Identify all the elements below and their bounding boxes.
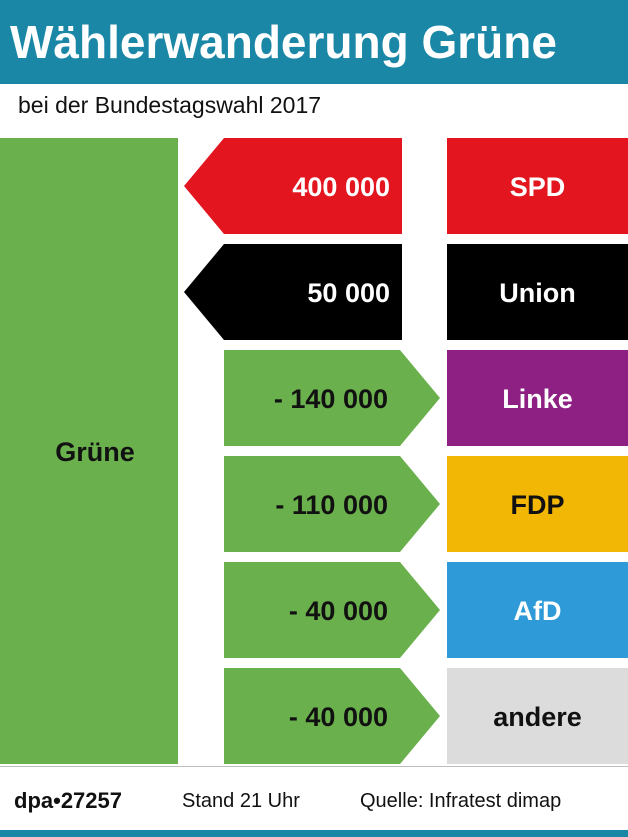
flow-value-fdp: - 110 000 (275, 490, 388, 520)
flow-value-spd: 400 000 (292, 172, 390, 202)
page-title: Wählerwanderung Grüne (10, 16, 557, 68)
flow-value-linke: - 140 000 (274, 384, 388, 414)
footer-divider (0, 766, 628, 767)
flow-arrow-spd (184, 138, 402, 234)
party-label-andere: andere (493, 702, 582, 732)
party-box-fdp (447, 456, 628, 552)
party-box-spd (447, 138, 628, 234)
party-label-afd: AfD (514, 596, 562, 626)
party-label-fdp: FDP (511, 490, 565, 520)
flow-value-andere: - 40 000 (289, 702, 388, 732)
agency-credit: dpa•27257 (14, 788, 122, 813)
page-subtitle: bei der Bundestagswahl 2017 (18, 92, 322, 118)
timestamp-note: Stand 21 Uhr (182, 790, 300, 812)
party-label-linke: Linke (502, 384, 573, 414)
title-bar: Wählerwanderung Grüne (0, 0, 628, 84)
flow-arrow-afd (224, 562, 440, 658)
flow-arrow-union (184, 244, 402, 340)
party-label-union: Union (499, 278, 575, 308)
flow-value-afd: - 40 000 (289, 596, 388, 626)
footer: dpa•27257 Stand 21 Uhr Quelle: Infratest… (0, 780, 628, 820)
flow-value-union: 50 000 (307, 278, 390, 308)
party-box-union (447, 244, 628, 340)
flow-arrow-andere (224, 668, 440, 764)
party-box-afd (447, 562, 628, 658)
party-box-linke (447, 350, 628, 446)
center-party-label: Grüne (55, 437, 135, 467)
party-box-andere (447, 668, 628, 764)
flow-arrow-linke (224, 350, 440, 446)
party-label-spd: SPD (510, 172, 566, 202)
source-credit: Quelle: Infratest dimap (360, 790, 562, 812)
flow-arrow-fdp (224, 456, 440, 552)
center-party-bar (0, 138, 178, 764)
footer-bar (0, 830, 628, 837)
